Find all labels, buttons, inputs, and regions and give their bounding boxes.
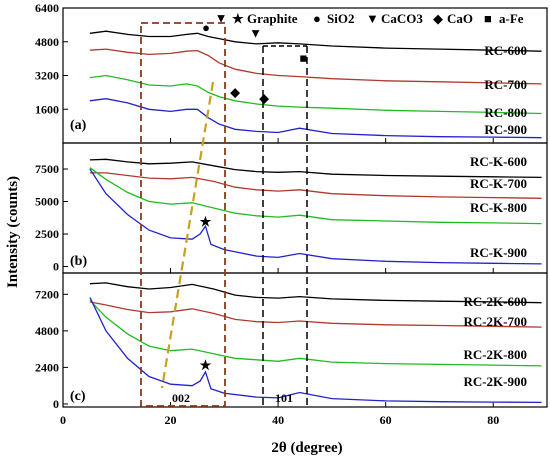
legend-entry-graphite: ★ Graphite <box>232 11 298 26</box>
panel-letter: (b) <box>70 254 87 269</box>
shift-trend-line <box>160 81 215 389</box>
y-tick-label: 2500 <box>35 227 59 241</box>
series-label: RC-800 <box>484 105 527 120</box>
series-label: RC-2K-700 <box>463 314 527 329</box>
y-tick-label: 7500 <box>35 162 59 176</box>
legend-label: a-Fe <box>499 11 524 26</box>
peak-marker: ★ <box>200 357 212 372</box>
legend-label: Graphite <box>247 11 298 26</box>
series-label: RC-K-800 <box>470 200 527 215</box>
series-label: RC-K-600 <box>470 154 527 169</box>
series-line-rc-2k-800 <box>89 299 542 367</box>
panel-frame <box>62 272 548 408</box>
y-tick-label: 3200 <box>35 69 59 83</box>
series-line-rc-2k-600 <box>89 282 542 304</box>
series-line-rc-800 <box>89 74 542 115</box>
series-label: RC-900 <box>484 122 527 137</box>
series-label: RC-700 <box>484 77 527 92</box>
legend-label: CaO <box>447 11 473 26</box>
legend-symbol: ◆ <box>433 11 443 26</box>
y-tick-label: 4800 <box>35 35 59 49</box>
y-tick-label: 7200 <box>35 287 59 301</box>
y-tick-label: 0 <box>53 260 59 274</box>
legend-symbol: ★ <box>232 11 244 26</box>
legend-symbol: ■ <box>484 11 492 26</box>
legend-entry-caco3: ▼ CaCO3 <box>366 11 423 26</box>
y-tick-label: 2400 <box>35 360 59 374</box>
series-line-rc-k-900 <box>89 168 542 265</box>
series-label: RC-600 <box>484 43 527 58</box>
series-line-rc-k-600 <box>89 158 542 179</box>
legend-entry-afe: ■ a-Fe <box>484 11 524 26</box>
legend: ★ Graphite ● SiO2 ▼ CaCO3 ◆ CaO ■ a-Fe <box>232 11 524 26</box>
region-label-101: 101 <box>275 391 293 405</box>
panels: 1600 3200 4800 6400 RC-600 RC-700 RC-800 RC-900… <box>35 1 548 427</box>
series-line-rc-k-700 <box>89 172 542 199</box>
panel-frame <box>62 7 548 144</box>
peak-marker: ◆ <box>230 84 240 99</box>
series-label: RC-2K-800 <box>463 347 527 362</box>
panel-0: 1600 3200 4800 6400 RC-600 RC-700 RC-800 RC-900… <box>35 1 548 144</box>
series-line-rc-900 <box>89 98 542 139</box>
y-tick-label: 5000 <box>35 195 59 209</box>
x-axis-title: 2θ (degree) <box>271 440 342 456</box>
series-label: RC-2K-600 <box>463 294 527 309</box>
legend-entry-sio2: ● SiO2 <box>313 11 354 26</box>
legend-label: SiO2 <box>327 11 354 26</box>
legend-entry-cao: ◆ CaO <box>433 11 473 26</box>
peak-marker: ▼ <box>215 10 228 25</box>
x-tick-label: 80 <box>487 413 499 427</box>
x-tick-label: 60 <box>380 413 392 427</box>
x-tick-label: 40 <box>272 413 284 427</box>
y-axis-title: Intensity (counts) <box>5 176 21 288</box>
series-line-rc-k-800 <box>89 167 542 225</box>
series-label: RC-2K-900 <box>463 374 527 389</box>
region-002-box <box>140 22 226 407</box>
series-line-rc-2k-900 <box>89 297 542 404</box>
peak-marker: ◆ <box>259 91 269 106</box>
peak-marker: ■ <box>299 51 307 66</box>
y-tick-label: 0 <box>53 397 59 411</box>
series-label: RC-K-700 <box>470 176 527 191</box>
series-line-rc-2k-700 <box>89 301 542 328</box>
y-tick-label: 1600 <box>35 102 59 116</box>
region-label-002: 002 <box>172 391 190 405</box>
overlay <box>140 22 308 407</box>
y-tick-label: 6400 <box>35 1 59 15</box>
x-tick-label: 0 <box>60 413 66 427</box>
peak-marker: ★ <box>200 214 212 229</box>
series-line-rc-600 <box>89 30 542 52</box>
y-tick-label: 4800 <box>35 324 59 338</box>
panel-2: 0 2400 4800 7200 RC-2K-600 RC-2K-700 RC-2K-800… <box>35 272 548 411</box>
peak-marker: ▼ <box>249 25 262 40</box>
x-tick-label: 20 <box>165 413 177 427</box>
peak-marker: ● <box>202 20 210 35</box>
panel-letter: (c) <box>70 389 86 404</box>
series-label: RC-K-900 <box>470 245 527 260</box>
panel-1: 0 2500 5000 7500 RC-K-600 RC-K-700 RC-K-800 RC-… <box>35 142 548 274</box>
legend-label: CaCO3 <box>381 11 423 26</box>
legend-symbol: ● <box>313 11 321 26</box>
legend-symbol: ▼ <box>366 11 379 26</box>
panel-letter: (a) <box>70 118 87 133</box>
series-line-rc-700 <box>89 48 542 85</box>
